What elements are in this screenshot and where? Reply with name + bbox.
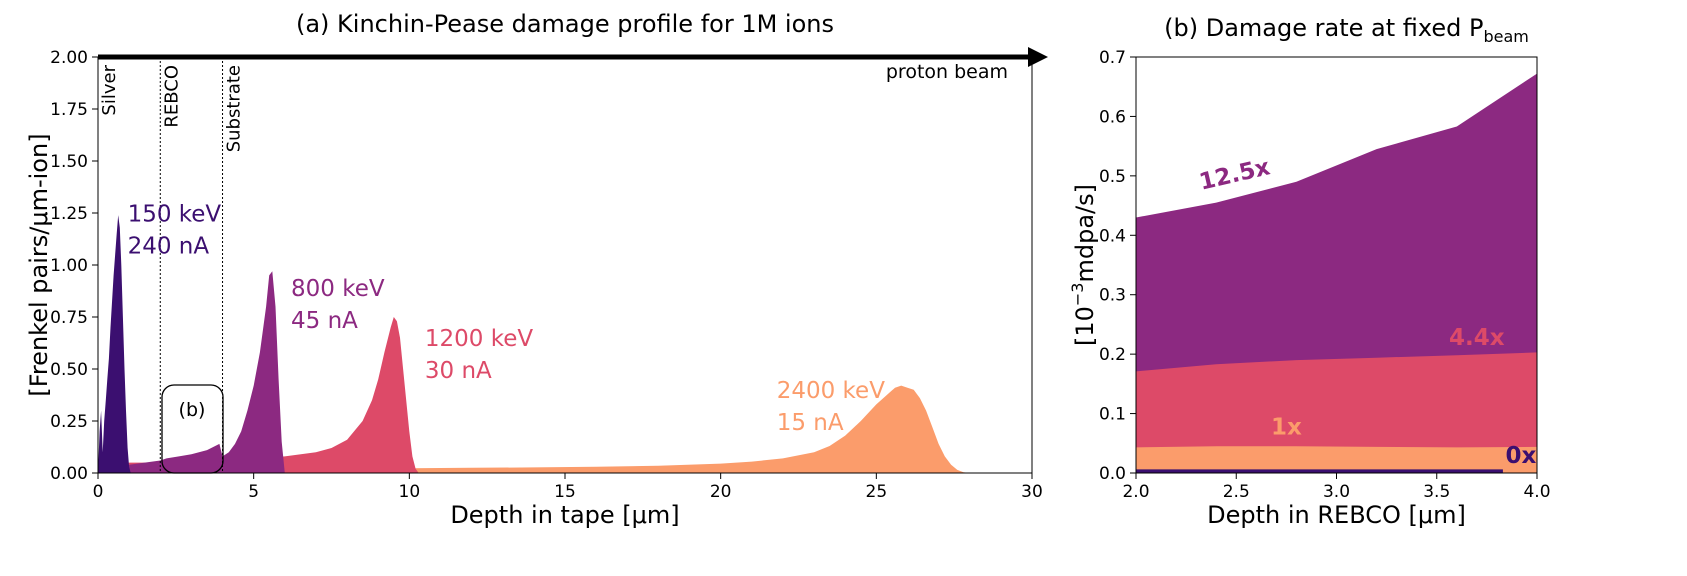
chart-a-x-ticks: 0 5 10 15 20 25 30 bbox=[93, 473, 1043, 502]
chart-b-x-tick-label: 3.0 bbox=[1323, 482, 1350, 502]
chart-a-series-area-1 bbox=[98, 317, 419, 473]
chart-a-series-areas bbox=[98, 215, 970, 473]
chart-b-series-label: 1x bbox=[1271, 414, 1302, 440]
chart-a-layer-markers: Silver REBCO Substrate bbox=[99, 57, 245, 473]
chart-b-series-areas bbox=[1136, 73, 1537, 473]
chart-b-y-tick-label: 0.4 bbox=[1099, 226, 1126, 246]
chart-b-x-tick-label: 2.5 bbox=[1223, 482, 1250, 502]
chart-a-series-area-2 bbox=[98, 271, 285, 473]
inset-b-box bbox=[161, 384, 224, 474]
chart-b-y-tick-label: 0.0 bbox=[1099, 464, 1126, 484]
layer-label: REBCO bbox=[161, 65, 182, 128]
chart-b-y-tick-label: 0.7 bbox=[1099, 48, 1126, 68]
chart-b-y-label-base: [10 bbox=[1071, 306, 1099, 346]
chart-a-x-tick-label: 5 bbox=[248, 482, 259, 502]
chart-b-y-tick-label: 0.3 bbox=[1099, 286, 1126, 306]
chart-a-series-label: 2400 keV bbox=[777, 378, 885, 404]
chart-b: 2.0 2.5 3.0 3.5 4.0 0.0 0.1 0.2 0.3 0.4 0.5 0.6 0.7… bbox=[1068, 14, 1551, 529]
chart-a-x-tick-label: 25 bbox=[866, 482, 888, 502]
chart-a-x-tick-label: 0 bbox=[93, 482, 104, 502]
chart-a-y-axis-label: [Frenkel pairs/μm-ion] bbox=[25, 133, 53, 396]
chart-b-y-axis-label: [10−3mdpa/s] bbox=[1068, 184, 1099, 346]
chart-a-series-labels: 2400 keV 15 nA 1200 keV 30 nA 800 keV 45 nA 15… bbox=[128, 201, 886, 436]
proton-beam-label: proton beam bbox=[886, 61, 1008, 83]
chart-a-series-label: 30 nA bbox=[425, 358, 492, 384]
chart-b-y-label-superscript: −3 bbox=[1068, 283, 1087, 307]
chart-a-series-area-0 bbox=[98, 385, 970, 473]
chart-a-series-label: 15 nA bbox=[777, 410, 844, 436]
chart-b-series-label: 0x bbox=[1506, 443, 1537, 469]
chart-a-y-ticks: 0.00 0.25 0.50 0.75 1.00 1.25 1.50 1.75 2.00 bbox=[50, 48, 98, 484]
chart-a-y-tick-label: 0.75 bbox=[50, 308, 88, 328]
chart-b-title-main: (b) Damage rate at fixed P bbox=[1164, 14, 1483, 42]
chart-a-y-tick-label: 2.00 bbox=[50, 48, 88, 68]
layer-label: Silver bbox=[99, 64, 120, 115]
chart-a-series-label: 240 nA bbox=[128, 233, 210, 259]
chart-b-title-subscript: beam bbox=[1483, 27, 1528, 46]
chart-a-y-tick-label: 0.50 bbox=[50, 360, 88, 380]
chart-a-x-tick-label: 10 bbox=[399, 482, 421, 502]
chart-b-x-tick-label: 4.0 bbox=[1523, 482, 1550, 502]
chart-b-y-tick-label: 0.5 bbox=[1099, 167, 1126, 187]
chart-a-y-tick-label: 1.75 bbox=[50, 100, 88, 120]
chart-a-series-label: 150 keV bbox=[128, 201, 222, 227]
inset-b-label: (b) bbox=[179, 399, 206, 421]
layer-label: Substrate bbox=[224, 65, 245, 152]
chart-a-x-axis-label: Depth in tape [μm] bbox=[450, 501, 679, 529]
chart-b-y-tick-label: 0.6 bbox=[1099, 107, 1126, 127]
chart-a-series-label: 1200 keV bbox=[425, 326, 533, 352]
chart-b-series-label: 12.5x bbox=[1197, 154, 1273, 195]
chart-b-title: (b) Damage rate at fixed Pbeam bbox=[1164, 14, 1529, 46]
chart-a-series-label: 45 nA bbox=[291, 308, 358, 334]
chart-b-x-axis-label: Depth in REBCO [μm] bbox=[1207, 501, 1466, 529]
chart-a-series-label: 800 keV bbox=[291, 276, 385, 302]
chart-a-y-tick-label: 1.25 bbox=[50, 204, 88, 224]
chart-a-y-tick-label: 1.00 bbox=[50, 256, 88, 276]
chart-b-series-area-3 bbox=[1136, 469, 1537, 473]
chart-a-title: (a) Kinchin-Pease damage profile for 1M … bbox=[296, 10, 834, 38]
chart-b-y-ticks: 0.0 0.1 0.2 0.3 0.4 0.5 0.6 0.7 bbox=[1099, 48, 1136, 484]
chart-b-y-tick-label: 0.2 bbox=[1099, 345, 1126, 365]
chart-a-series-area-3 bbox=[98, 215, 131, 473]
chart-b-y-label-rest: mdpa/s] bbox=[1071, 184, 1099, 283]
chart-b-series-area-1 bbox=[1136, 352, 1537, 473]
chart-a-x-tick-label: 20 bbox=[710, 482, 732, 502]
chart-b-series-area-2 bbox=[1136, 446, 1537, 473]
chart-a: Silver REBCO Substrate 0 5 10 15 20 25 30 0.000.… bbox=[25, 10, 1048, 529]
chart-a-x-tick-label: 30 bbox=[1021, 482, 1043, 502]
chart-b-x-ticks: 2.0 2.5 3.0 3.5 4.0 bbox=[1122, 473, 1551, 502]
chart-a-x-tick-label: 15 bbox=[554, 482, 576, 502]
chart-b-y-tick-label: 0.1 bbox=[1099, 405, 1126, 425]
chart-b-x-tick-label: 2.0 bbox=[1122, 482, 1149, 502]
chart-b-x-tick-label: 3.5 bbox=[1423, 482, 1450, 502]
chart-a-y-tick-label: 0.25 bbox=[50, 412, 88, 432]
chart-b-series-label: 4.4x bbox=[1449, 325, 1505, 351]
chart-a-y-tick-label: 1.50 bbox=[50, 152, 88, 172]
proton-beam-arrowhead bbox=[1028, 47, 1048, 67]
chart-a-y-tick-label: 0.00 bbox=[50, 464, 88, 484]
